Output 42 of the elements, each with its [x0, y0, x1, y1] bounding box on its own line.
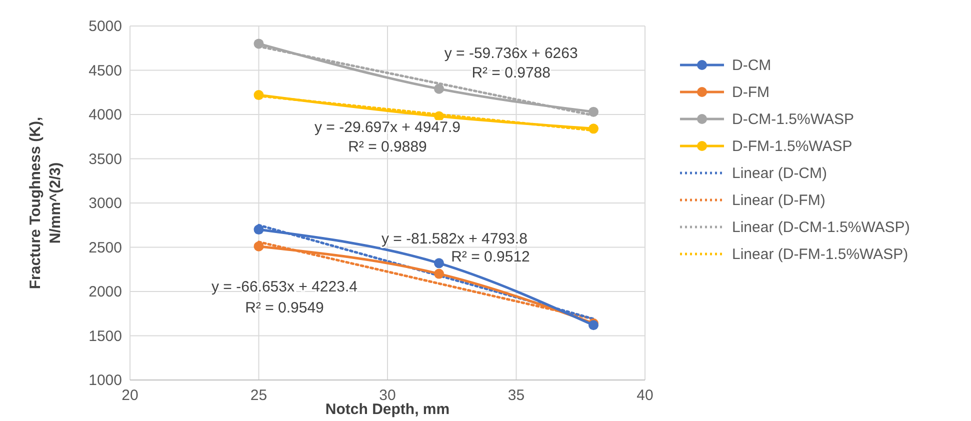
x-tick-label: 25: [250, 387, 268, 404]
annotation: R² = 0.9549: [245, 300, 324, 317]
y-tick-label: 5000: [88, 18, 122, 35]
annotation: y = -59.736x + 6263: [444, 44, 578, 62]
y-tick-label: 2000: [88, 284, 122, 300]
legend-label: D-FM-1.5%WASP: [732, 138, 852, 155]
legend-label: Linear (D-FM-1.5%WASP): [732, 246, 908, 263]
x-axis-title: Notch Depth, mm: [325, 401, 450, 418]
legend-label: Linear (D-CM-1.5%WASP): [732, 219, 910, 236]
annotation: R² = 0.9788: [472, 64, 551, 82]
legend-label: Linear (D-FM): [732, 192, 826, 209]
y-tick-label: 3500: [88, 150, 122, 168]
annotation: y = -81.582x + 4793.8: [381, 230, 528, 248]
annotation: R² = 0.9889: [348, 138, 427, 156]
point: [254, 90, 264, 100]
y-axis-title: Fracture Toughness (K), N/mm^(2/3): [27, 116, 64, 290]
legend-label: Linear (D-CM): [732, 165, 828, 182]
x-tick-label: 40: [636, 387, 654, 404]
y-tick-label: 4000: [88, 106, 122, 124]
point: [588, 124, 598, 134]
y-tick-label: 3000: [88, 195, 122, 212]
annotation: R² = 0.9512: [451, 248, 530, 266]
point: [434, 111, 444, 122]
y-tick-label: 1000: [88, 372, 122, 389]
y-tick-label: 1500: [88, 328, 122, 345]
point: [254, 38, 264, 49]
legend-label: D-CM-1.5%WASP: [732, 111, 854, 128]
y-tick-label: 2500: [88, 239, 122, 256]
x-tick-label: 20: [122, 387, 138, 404]
point: [588, 106, 598, 117]
y-tick-label: 4500: [88, 62, 122, 80]
legend-label: D-FM: [732, 84, 770, 101]
annotation: y = -66.653x + 4223.4: [212, 278, 358, 296]
point: [434, 84, 444, 94]
point: [434, 258, 444, 268]
x-tick-label: 35: [508, 387, 525, 404]
legend-label: D-CM: [732, 57, 772, 74]
point: [434, 268, 444, 279]
point: [254, 224, 264, 235]
point: [254, 241, 264, 252]
annotation: y = -29.697x + 4947.9: [314, 119, 460, 136]
x-tick-label: 30: [379, 387, 396, 404]
